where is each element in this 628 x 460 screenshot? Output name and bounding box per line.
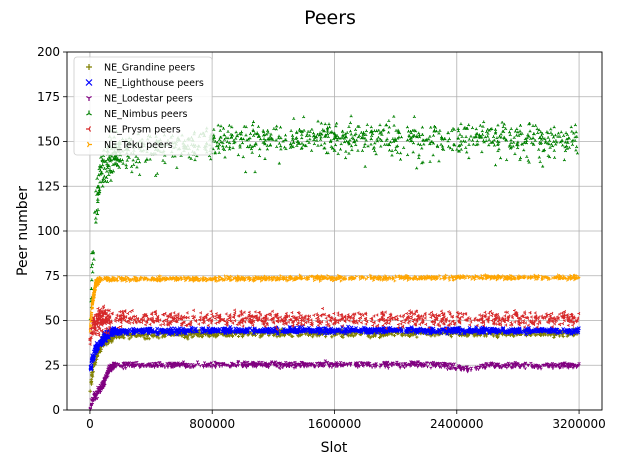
legend-box [73, 56, 213, 156]
y-tick-label: 175 [37, 90, 60, 104]
y-tick-label: 0 [52, 403, 60, 417]
x-axis-ticks: 0 800000 1600000 2400000 3200000 [86, 410, 606, 431]
legend-label-5: NE_Teku peers [104, 140, 173, 151]
series-4-markers [88, 304, 581, 346]
y-axis-label: Peer number [15, 186, 31, 276]
legend-marker-4 [86, 126, 92, 132]
y-tick-label: 200 [37, 45, 60, 59]
legend-marker-2 [86, 95, 92, 101]
chart-title: Peers [304, 7, 356, 29]
legend-marker-5 [86, 141, 92, 148]
legend-label-3: NE_Nimbus peers [104, 109, 188, 120]
legend: NE_Grandine peers NE_Lighthouse peers NE_L… [73, 56, 213, 156]
series-2-points [88, 359, 581, 411]
legend-label-2: NE_Lodestar peers [104, 94, 193, 105]
legend-label-0: NE_Grandine peers [104, 63, 195, 74]
legend-marker-3 [86, 110, 92, 116]
y-tick-label: 100 [37, 224, 60, 238]
y-axis-ticks: 0 25 50 75 100 125 150 175 200 [37, 45, 67, 417]
series-5-markers [88, 273, 581, 333]
y-tick-label: 125 [37, 179, 60, 193]
legend-marker-0 [86, 64, 92, 70]
x-tick-label: 800000 [189, 417, 235, 431]
series-4-points [88, 304, 581, 346]
x-axis-label: Slot [321, 440, 348, 456]
y-tick-label: 25 [45, 358, 60, 372]
series-1-points [88, 324, 581, 372]
series-1-markers [88, 324, 581, 372]
data-points [88, 114, 581, 411]
y-tick-label: 150 [37, 135, 60, 149]
x-tick-label: 1600000 [308, 417, 361, 431]
x-tick-label: 0 [86, 417, 94, 431]
y-tick-label: 50 [45, 314, 60, 328]
series-2-markers [88, 359, 581, 411]
y-tick-label: 75 [45, 269, 60, 283]
legend-marker-1 [85, 79, 93, 86]
x-tick-label: 2400000 [430, 417, 483, 431]
legend-label-4: NE_Prysm peers [104, 125, 181, 136]
x-tick-label: 3200000 [552, 417, 605, 431]
series-5-points [88, 273, 581, 333]
legend-label-1: NE_Lighthouse peers [104, 78, 204, 89]
